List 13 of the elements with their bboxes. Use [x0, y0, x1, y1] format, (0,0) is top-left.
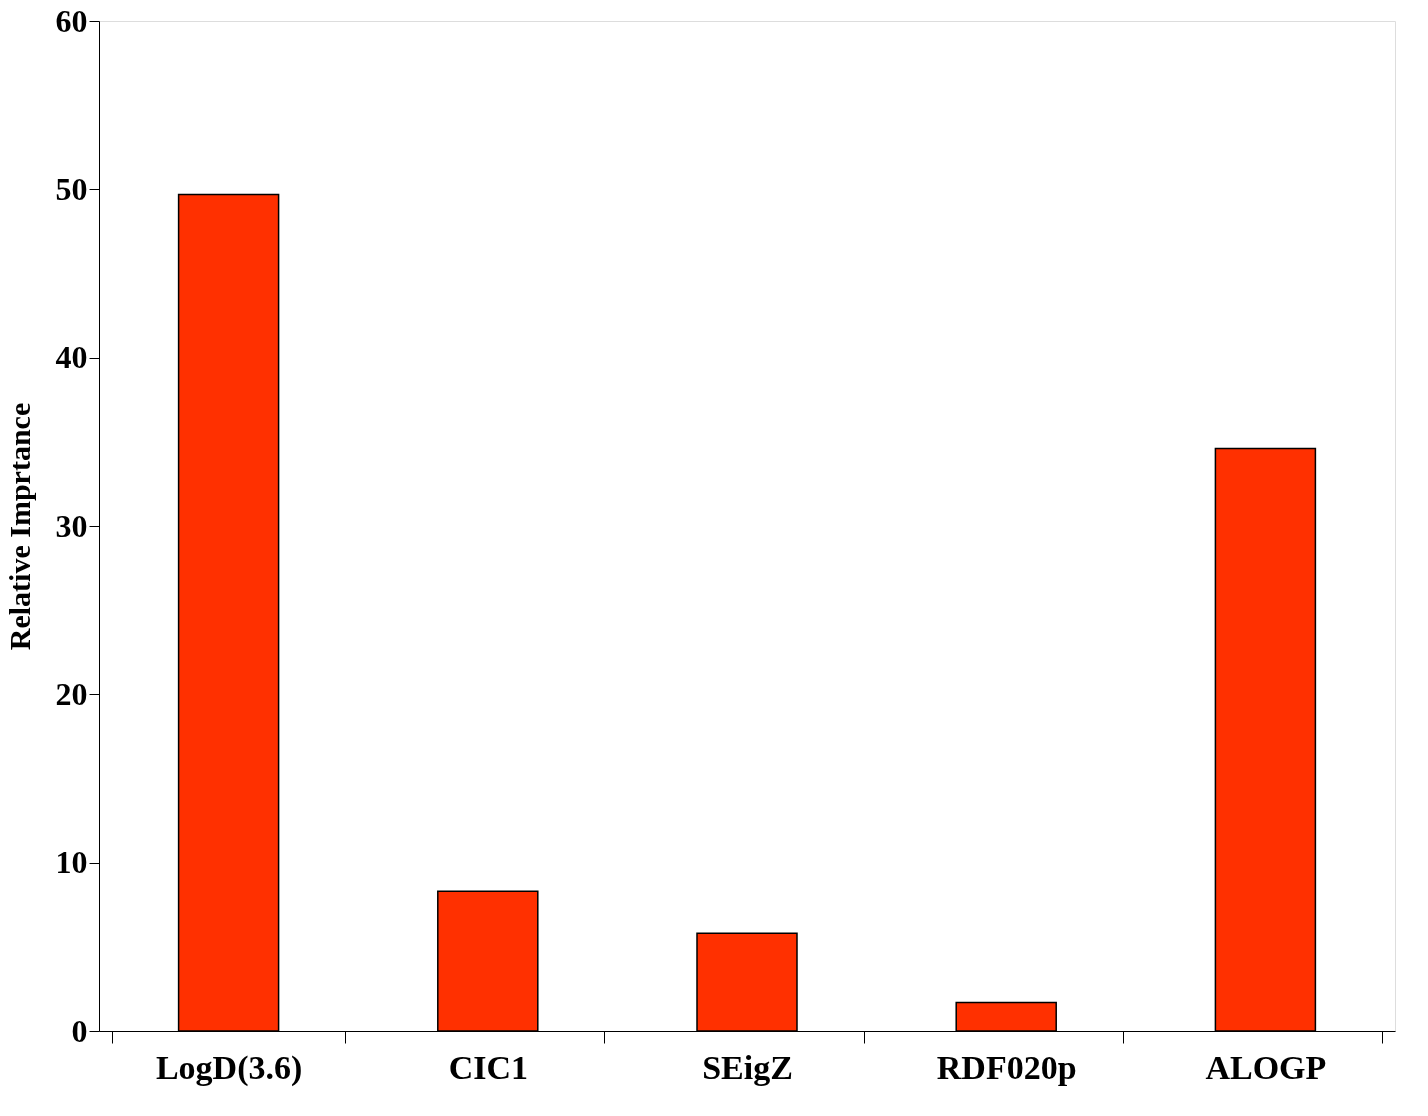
y-tick-label: 60 — [55, 2, 88, 39]
y-tick-label: 50 — [55, 170, 88, 207]
x-tick-label: SEigZ — [702, 1048, 793, 1086]
x-tick-label: LogD(3.6) — [155, 1048, 303, 1087]
y-axis-title: Relative Imprtance — [2, 402, 36, 651]
x-tick-label: RDF020p — [936, 1048, 1077, 1086]
x-tick-label: ALOGP — [1205, 1048, 1327, 1086]
y-tick-label: 40 — [55, 339, 88, 376]
y-tick-label: 20 — [55, 675, 88, 712]
y-tick-label: 0 — [71, 1012, 88, 1049]
y-tick-label: 10 — [55, 844, 88, 881]
y-tick-label: 30 — [55, 507, 88, 544]
x-tick-label: CIC1 — [448, 1048, 528, 1086]
